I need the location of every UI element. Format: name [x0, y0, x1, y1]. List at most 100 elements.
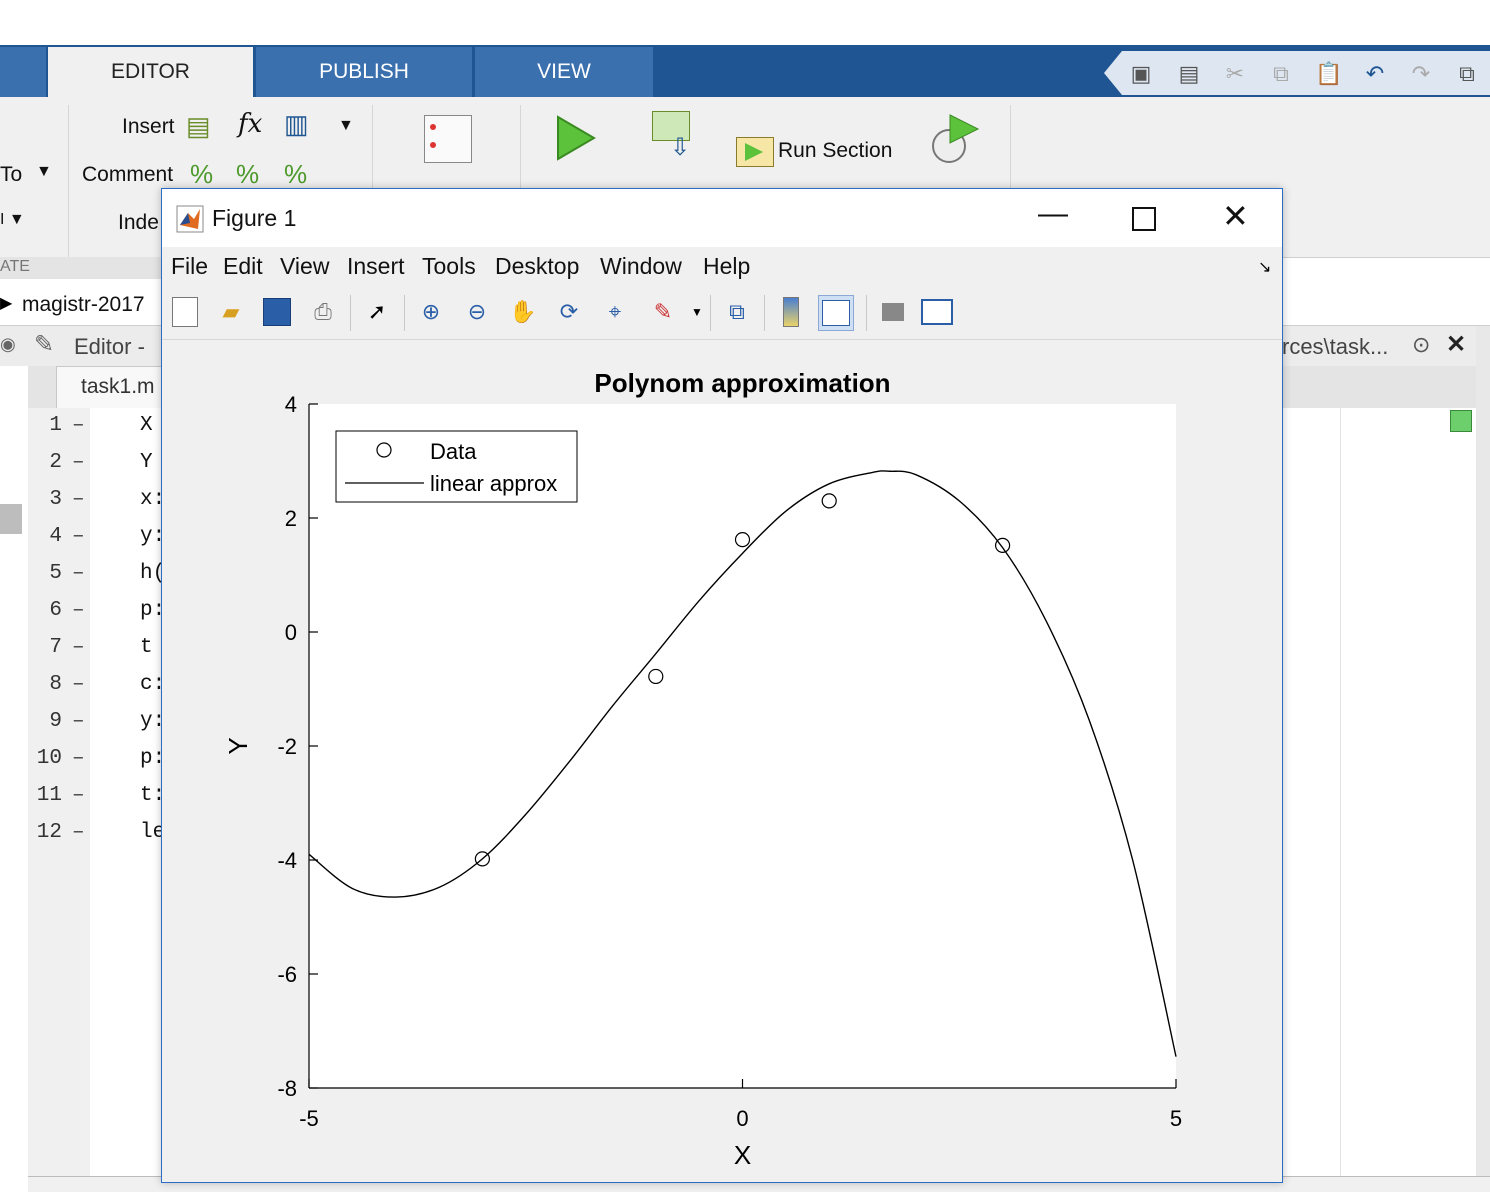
- code-line[interactable]: X: [140, 414, 153, 437]
- dock-figure-icon[interactable]: ↘: [1258, 259, 1272, 276]
- colorbar-icon[interactable]: [774, 295, 808, 329]
- menu-file[interactable]: File: [171, 253, 209, 279]
- code-line[interactable]: t:: [140, 784, 166, 807]
- figure-titlebar: Figure 1 — ✕: [162, 189, 1282, 247]
- x-tick-label: 5: [1170, 1106, 1182, 1131]
- goto-label[interactable]: To: [0, 163, 23, 186]
- editor-title: Editor -: [74, 334, 145, 359]
- legend[interactable]: Data linear approx: [335, 430, 578, 503]
- save-icon[interactable]: ▤: [1178, 61, 1200, 86]
- menu-help[interactable]: Help: [703, 253, 751, 279]
- file-tab-task1[interactable]: task1.m: [56, 366, 168, 409]
- minimize-icon[interactable]: —: [1038, 197, 1068, 230]
- data-cursor-icon[interactable]: ⌖: [608, 299, 622, 324]
- menu-window[interactable]: Window: [600, 253, 682, 279]
- switch-windows-icon[interactable]: ⧉: [1459, 61, 1475, 86]
- breakpoint-dash[interactable]: –: [72, 599, 85, 622]
- breakpoints-icon[interactable]: [424, 115, 472, 163]
- indent-dropdown-icon[interactable]: I ▼: [0, 211, 25, 228]
- pan-hand-icon[interactable]: ✋: [509, 299, 537, 324]
- code-line[interactable]: y:: [140, 525, 166, 548]
- menu-edit[interactable]: Edit: [223, 253, 263, 279]
- new-script-icon[interactable]: ▣: [1130, 61, 1152, 86]
- breakpoint-dash[interactable]: –: [72, 784, 85, 807]
- tab-home-stub[interactable]: [0, 47, 46, 97]
- insert-label: Insert: [122, 115, 175, 138]
- toolbar-separator: [350, 295, 351, 331]
- code-line[interactable]: t: [140, 636, 153, 659]
- copy-icon[interactable]: ⧉: [1273, 61, 1289, 86]
- insert-function-file-icon[interactable]: ▥: [284, 109, 309, 139]
- run-section-label[interactable]: Run Section: [778, 139, 893, 162]
- redo-icon[interactable]: ↷: [1411, 61, 1431, 86]
- maximize-icon[interactable]: [1132, 207, 1156, 231]
- panel-options-icon[interactable]: ⊙: [1412, 332, 1431, 357]
- panel-menu-icon[interactable]: ◉: [0, 334, 16, 354]
- brush-dropdown-icon[interactable]: ▼: [691, 305, 703, 319]
- menu-desktop[interactable]: Desktop: [495, 253, 580, 279]
- open-file-icon[interactable]: ▰: [222, 299, 240, 324]
- save-figure-icon[interactable]: [260, 295, 294, 329]
- code-line[interactable]: Y: [140, 451, 153, 474]
- code-line[interactable]: le: [140, 821, 166, 844]
- breakpoint-dash[interactable]: –: [72, 414, 85, 437]
- insert-dropdown-icon[interactable]: ▼: [338, 117, 354, 134]
- menu-tools[interactable]: Tools: [422, 253, 476, 279]
- show-plot-tools-icon[interactable]: [920, 295, 954, 329]
- code-line[interactable]: y:: [140, 710, 166, 733]
- menu-insert[interactable]: Insert: [347, 253, 405, 279]
- comment-icon[interactable]: %: [190, 159, 214, 189]
- code-line[interactable]: p:: [140, 599, 166, 622]
- breakpoint-dash[interactable]: –: [72, 821, 85, 844]
- wrap-comments-icon[interactable]: %: [284, 159, 308, 189]
- breakpoint-dash[interactable]: –: [72, 636, 85, 659]
- code-line[interactable]: p:: [140, 747, 166, 770]
- indent-label[interactable]: Inde: [118, 211, 159, 234]
- line-number: 1: [49, 414, 62, 437]
- goto-dropdown-icon[interactable]: ▼: [36, 163, 52, 180]
- undo-icon[interactable]: ↶: [1365, 61, 1385, 86]
- breakpoint-dash[interactable]: –: [72, 525, 85, 548]
- path-arrow-icon[interactable]: ▶: [0, 295, 13, 312]
- rotate-3d-icon[interactable]: ⟳: [559, 299, 579, 324]
- legend-entry-linear-approx: linear approx: [430, 471, 557, 496]
- tab-editor[interactable]: EDITOR: [48, 47, 253, 97]
- tab-publish[interactable]: PUBLISH: [256, 47, 472, 97]
- uncomment-icon[interactable]: %: [236, 159, 260, 189]
- run-section-icon[interactable]: [736, 137, 774, 167]
- current-folder-path[interactable]: magistr-2017: [22, 293, 145, 316]
- cut-icon[interactable]: ✂: [1225, 61, 1245, 86]
- code-line[interactable]: x:: [140, 488, 166, 511]
- brush-icon[interactable]: ✎: [653, 299, 673, 324]
- edit-plot-arrow-icon[interactable]: ➚: [367, 299, 387, 324]
- run-icon[interactable]: [552, 113, 598, 163]
- line-number: 11: [36, 784, 62, 807]
- legend-icon[interactable]: [818, 295, 854, 331]
- print-icon[interactable]: ⎙: [314, 299, 332, 324]
- close-figure-icon[interactable]: ✕: [1222, 198, 1249, 234]
- run-and-advance-icon[interactable]: ⇩: [652, 111, 696, 161]
- breakpoint-dash[interactable]: –: [72, 451, 85, 474]
- link-plot-icon[interactable]: ⧉: [729, 299, 745, 324]
- code-line[interactable]: h(: [140, 562, 166, 585]
- line-number: 10: [36, 747, 62, 770]
- code-analyzer-status-icon[interactable]: [1450, 410, 1472, 432]
- menu-view[interactable]: View: [280, 253, 330, 279]
- breakpoint-dash[interactable]: –: [72, 562, 85, 585]
- insert-section-icon[interactable]: ▤: [186, 111, 211, 141]
- paste-icon[interactable]: 📋: [1315, 61, 1343, 86]
- zoom-out-icon[interactable]: ⊖: [467, 299, 487, 324]
- hide-plot-tools-icon[interactable]: [876, 295, 910, 329]
- line-number: 9: [49, 710, 62, 733]
- insert-function-icon[interactable]: fx: [238, 109, 263, 139]
- close-editor-icon[interactable]: ✕: [1446, 331, 1467, 358]
- run-and-time-icon[interactable]: [930, 111, 982, 163]
- breakpoint-dash[interactable]: –: [72, 710, 85, 733]
- zoom-in-icon[interactable]: ⊕: [421, 299, 441, 324]
- breakpoint-dash[interactable]: –: [72, 673, 85, 696]
- tab-view[interactable]: VIEW: [475, 47, 653, 97]
- breakpoint-dash[interactable]: –: [72, 747, 85, 770]
- code-line[interactable]: c:: [140, 673, 166, 696]
- new-figure-icon[interactable]: [168, 295, 202, 329]
- breakpoint-dash[interactable]: –: [72, 488, 85, 511]
